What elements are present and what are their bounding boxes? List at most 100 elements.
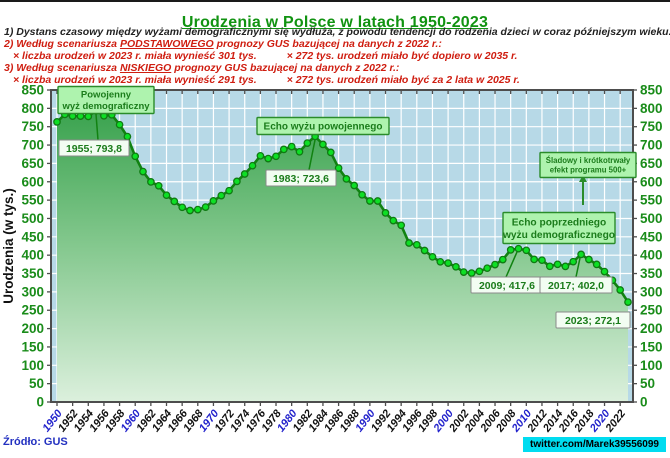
data-point — [616, 286, 625, 294]
data-point — [342, 175, 351, 183]
svg-text:Echo poprzedniego: Echo poprzedniego — [512, 218, 607, 229]
data-point — [397, 221, 406, 230]
svg-text:600: 600 — [640, 174, 663, 189]
data-point — [115, 120, 124, 129]
data-point — [373, 197, 382, 205]
y-axis-title: Urodzenia (w tys.) — [1, 188, 16, 304]
echo-wyzu-box: Echo wyżu powojennego — [256, 116, 390, 136]
svg-text:wyż demograficzny: wyż demograficzny — [61, 101, 150, 112]
header-notes: 1) Dystans czasowy między wyżami demogra… — [4, 26, 670, 86]
svg-text:Powojenny: Powojenny — [81, 90, 132, 101]
note-line: 3) Według scenariusza NISKIEGO prognozy … — [4, 62, 400, 74]
data-point — [475, 267, 484, 276]
svg-text:500: 500 — [640, 211, 663, 226]
data-point — [295, 147, 304, 156]
data-point — [53, 118, 61, 126]
svg-text:250: 250 — [21, 303, 44, 318]
data-point — [561, 262, 570, 271]
data-point — [256, 151, 265, 160]
svg-text:200: 200 — [21, 321, 44, 336]
data-point — [381, 209, 390, 217]
svg-text:700: 700 — [640, 138, 663, 153]
label-2017: 2017; 402,0 — [539, 257, 613, 294]
svg-text:Śladowy i krótkotrwały: Śladowy i krótkotrwały — [546, 156, 631, 165]
data-point — [452, 262, 460, 271]
leader-line — [505, 251, 518, 278]
svg-text:150: 150 — [21, 339, 44, 354]
data-point — [178, 203, 187, 212]
data-point — [225, 186, 233, 195]
svg-text:1955; 793,8: 1955; 793,8 — [66, 143, 122, 155]
data-point — [264, 154, 273, 163]
data-point — [538, 256, 546, 265]
data-point — [162, 191, 171, 200]
data-point — [209, 197, 218, 205]
svg-text:400: 400 — [21, 248, 44, 263]
svg-text:650: 650 — [640, 156, 663, 171]
data-point — [467, 269, 476, 277]
svg-text:400: 400 — [640, 248, 663, 263]
svg-text:0: 0 — [36, 395, 44, 410]
svg-text:500: 500 — [21, 211, 44, 226]
svg-text:700: 700 — [21, 138, 44, 153]
svg-text:150: 150 — [640, 339, 663, 354]
svg-text:efekt programu 500+: efekt programu 500+ — [550, 165, 627, 174]
svg-text:350: 350 — [640, 266, 663, 281]
note-line: × liczba urodzeń w 2023 r. miała wynieść… — [13, 50, 518, 62]
data-point — [592, 260, 601, 269]
data-point — [577, 250, 585, 259]
svg-text:250: 250 — [640, 303, 663, 318]
plot-frame — [50, 89, 634, 403]
svg-text:2017; 402,0: 2017; 402,0 — [548, 280, 604, 292]
data-point — [624, 298, 632, 306]
svg-text:850: 850 — [640, 83, 663, 98]
svg-text:2009; 417,6: 2009; 417,6 — [479, 280, 535, 292]
source-label: Źródło: GUS — [3, 436, 68, 448]
data-point — [498, 255, 507, 264]
label-1983: 1983; 723,6 — [265, 139, 337, 187]
svg-text:850: 850 — [21, 83, 44, 98]
data-point — [287, 142, 296, 151]
data-point — [553, 260, 562, 269]
data-point — [248, 161, 257, 170]
twitter-watermark: twitter.com/Marek39556099 — [523, 437, 666, 452]
data-point — [147, 178, 155, 186]
top-border — [0, 0, 670, 2]
svg-text:650: 650 — [21, 156, 44, 171]
data-point — [170, 197, 179, 206]
svg-text:100: 100 — [21, 358, 44, 373]
data-point — [459, 268, 468, 276]
data-point — [233, 177, 241, 186]
data-point — [186, 206, 194, 215]
svg-text:550: 550 — [21, 193, 44, 208]
label-1955: 1955; 793,8 — [58, 113, 130, 157]
data-point — [420, 246, 429, 255]
data-point — [131, 152, 140, 161]
label-2009: 2009; 417,6 — [470, 251, 544, 294]
area-fill — [57, 110, 628, 402]
data-point — [428, 252, 437, 261]
data-point — [569, 257, 578, 266]
svg-text:350: 350 — [21, 266, 44, 281]
data-point — [123, 132, 132, 141]
data-point — [389, 216, 398, 225]
data-point — [319, 140, 327, 149]
data-point — [444, 259, 452, 267]
data-point — [436, 257, 445, 266]
svg-text:50: 50 — [640, 376, 655, 391]
data-point — [279, 145, 288, 154]
data-point — [366, 197, 374, 205]
data-point — [139, 167, 147, 176]
data-point — [240, 170, 249, 178]
svg-text:300: 300 — [21, 284, 44, 299]
data-point — [405, 239, 413, 247]
leader-line — [95, 113, 99, 141]
label-2023: 2023; 272,1 — [555, 311, 631, 329]
data-point — [522, 246, 531, 255]
data-point — [334, 164, 343, 172]
